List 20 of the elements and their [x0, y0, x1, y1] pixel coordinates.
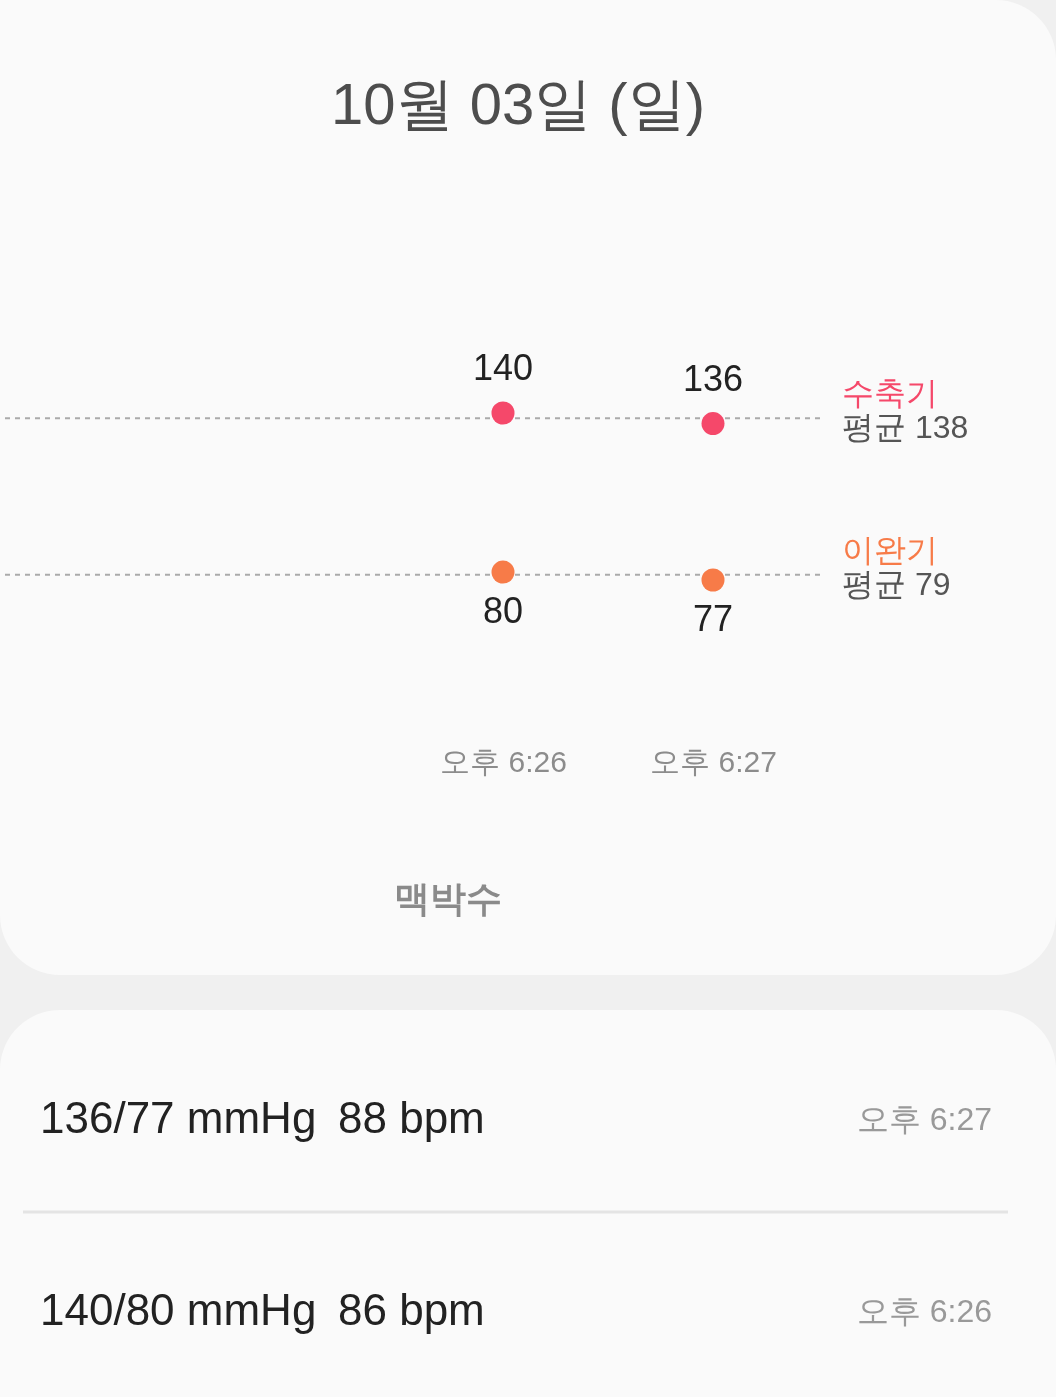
- text: 86 bpm: [338, 1285, 485, 1334]
- point: [701, 568, 725, 592]
- text: 이완기: [842, 531, 938, 568]
- point: [491, 401, 515, 425]
- text: 오후 6:26: [856, 1293, 992, 1329]
- ref-line-label: 평균 79: [842, 565, 951, 602]
- text: 140/80 mmHg: [40, 1285, 317, 1334]
- chart-title: 10월 03일 (일): [331, 71, 705, 136]
- text: 오후 6:27: [856, 1101, 992, 1137]
- data-label: 80: [482, 590, 524, 632]
- ref-line-label: 평균 138: [842, 409, 969, 446]
- text: 136/77 mmHg: [40, 1093, 317, 1142]
- point: [491, 560, 515, 584]
- text: 수축기: [842, 375, 938, 412]
- data-label: 136: [682, 357, 744, 399]
- text: 88 bpm: [338, 1093, 485, 1142]
- data-label: 140: [472, 347, 534, 388]
- point: [701, 412, 725, 436]
- text: 맥박수: [394, 878, 502, 919]
- data-label: 77: [692, 598, 734, 639]
